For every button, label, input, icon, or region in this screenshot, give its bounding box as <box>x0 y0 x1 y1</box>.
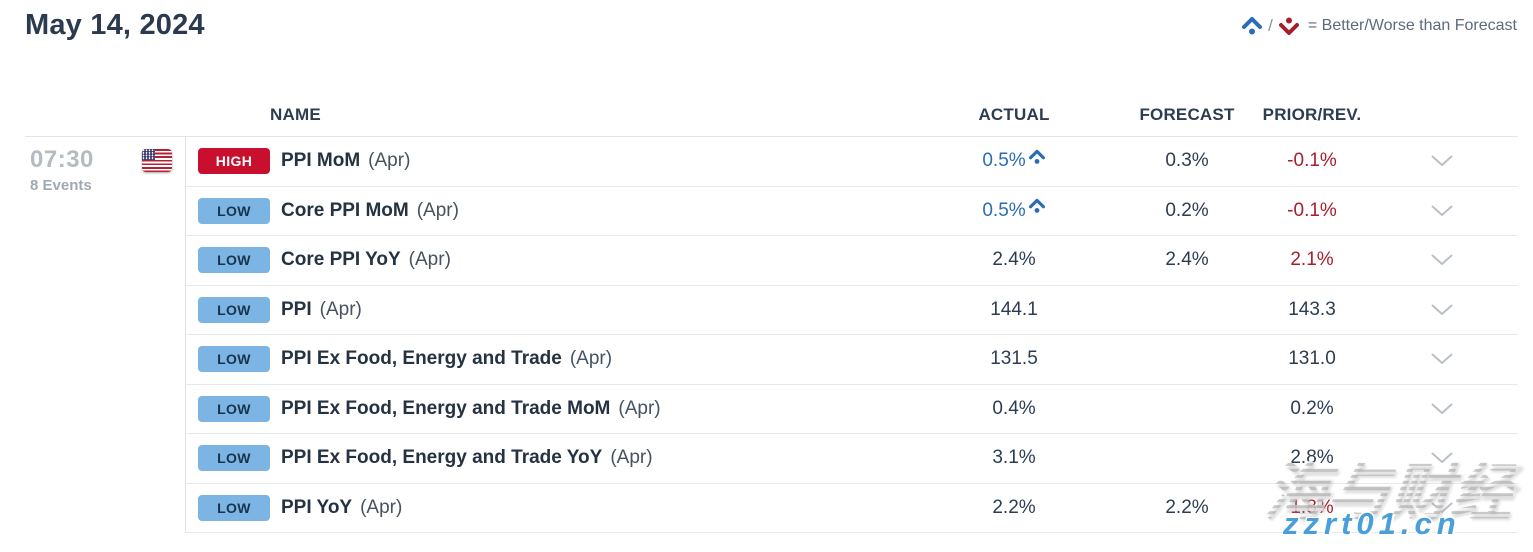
event-name: PPI Ex Food, Energy and Trade MoM <box>281 397 611 419</box>
event-period: (Apr) <box>408 249 451 271</box>
expand-row-button[interactable] <box>1391 403 1518 415</box>
event-name: Core PPI YoY <box>281 249 401 271</box>
impact-badge: LOW <box>198 197 270 224</box>
forecast-legend: / = Better/Worse than Forecast <box>1241 16 1517 36</box>
event-time: 07:30 <box>30 146 94 173</box>
actual-value: 0.4% <box>992 397 1036 419</box>
better-than-forecast-icon <box>1241 16 1263 36</box>
worse-than-forecast-icon <box>1278 16 1300 36</box>
event-period: (Apr) <box>319 298 362 320</box>
event-name: PPI YoY <box>281 496 353 518</box>
legend-separator: / <box>1268 16 1273 35</box>
impact-badge: LOW <box>198 445 270 472</box>
forecast-value: 2.2% <box>1165 496 1209 518</box>
better-than-forecast-icon <box>1028 198 1046 220</box>
chevron-down-icon <box>1431 155 1453 167</box>
prior-value: 1.8% <box>1290 496 1334 518</box>
event-name: PPI MoM <box>281 150 361 172</box>
impact-badge: LOW <box>198 494 270 521</box>
chevron-down-icon <box>1431 452 1453 464</box>
expand-row-button[interactable] <box>1391 205 1518 217</box>
table-header-row: NAME ACTUAL FORECAST PRIOR/REV. <box>25 93 1518 137</box>
event-rows: HIGH PPI MoM (Apr) 0.5% 0.3% -0.1% LOW Co… <box>186 137 1518 533</box>
event-row[interactable]: LOW PPI (Apr) 144.1 143.3 <box>186 285 1518 335</box>
column-header-prior: PRIOR/REV. <box>1262 104 1362 124</box>
forecast-value: 0.2% <box>1165 199 1209 221</box>
prior-value: 2.8% <box>1290 447 1334 469</box>
prior-value: 131.0 <box>1288 348 1336 370</box>
better-than-forecast-icon <box>1028 149 1046 171</box>
impact-badge: LOW <box>198 395 270 422</box>
column-header-forecast: FORECAST <box>1139 104 1235 124</box>
forecast-value: 0.3% <box>1165 150 1209 172</box>
prior-value: 2.1% <box>1290 249 1334 271</box>
event-row[interactable]: HIGH PPI MoM (Apr) 0.5% 0.3% -0.1% <box>186 137 1518 187</box>
event-row[interactable]: LOW PPI Ex Food, Energy and Trade MoM (Ap… <box>186 384 1518 434</box>
expand-row-button[interactable] <box>1391 353 1518 365</box>
us-flag-icon <box>142 149 172 172</box>
expand-row-button[interactable] <box>1391 502 1518 514</box>
chevron-down-icon <box>1431 403 1453 415</box>
actual-value: 131.5 <box>990 348 1038 370</box>
actual-value: 144.1 <box>990 298 1038 320</box>
chevron-down-icon <box>1431 254 1453 266</box>
actual-value: 0.5% <box>927 149 1101 172</box>
time-group-column: 07:30 8 Events <box>25 137 186 533</box>
expand-row-button[interactable] <box>1391 452 1518 464</box>
event-period: (Apr) <box>416 199 459 221</box>
event-row[interactable]: LOW PPI Ex Food, Energy and Trade YoY (Ap… <box>186 434 1518 484</box>
prior-value: 0.2% <box>1290 397 1334 419</box>
event-name: PPI <box>281 298 312 320</box>
event-period: (Apr) <box>618 397 661 419</box>
impact-badge: LOW <box>198 296 270 323</box>
page-title: May 14, 2024 <box>25 9 205 41</box>
impact-badge: LOW <box>198 247 270 274</box>
events-count: 8 Events <box>30 177 92 194</box>
expand-row-button[interactable] <box>1391 304 1518 316</box>
prior-value: 143.3 <box>1288 298 1336 320</box>
economic-calendar-table: NAME ACTUAL FORECAST PRIOR/REV. 07:30 8 … <box>25 93 1518 533</box>
legend-label: = Better/Worse than Forecast <box>1307 17 1517 34</box>
event-name: Core PPI MoM <box>281 199 409 221</box>
column-header-actual: ACTUAL <box>978 104 1050 124</box>
event-row[interactable]: LOW Core PPI MoM (Apr) 0.5% 0.2% -0.1% <box>186 186 1518 236</box>
event-period: (Apr) <box>368 150 411 172</box>
event-period: (Apr) <box>360 496 403 518</box>
event-row[interactable]: LOW PPI YoY (Apr) 2.2% 2.2% 1.8% <box>186 483 1518 533</box>
actual-value: 3.1% <box>992 447 1036 469</box>
event-row[interactable]: LOW PPI Ex Food, Energy and Trade (Apr) 1… <box>186 335 1518 385</box>
event-period: (Apr) <box>610 447 653 469</box>
expand-row-button[interactable] <box>1391 155 1518 167</box>
actual-value: 2.2% <box>992 496 1036 518</box>
prior-value: -0.1% <box>1287 150 1337 172</box>
chevron-down-icon <box>1431 502 1453 514</box>
event-row[interactable]: LOW Core PPI YoY (Apr) 2.4% 2.4% 2.1% <box>186 236 1518 286</box>
expand-row-button[interactable] <box>1391 254 1518 266</box>
actual-value: 2.4% <box>992 249 1036 271</box>
chevron-down-icon <box>1431 205 1453 217</box>
chevron-down-icon <box>1431 304 1453 316</box>
prior-value: -0.1% <box>1287 199 1337 221</box>
event-period: (Apr) <box>569 348 613 370</box>
chevron-down-icon <box>1431 353 1453 365</box>
forecast-value: 2.4% <box>1165 249 1209 271</box>
impact-badge: HIGH <box>198 148 270 175</box>
impact-badge: LOW <box>198 346 270 373</box>
actual-value: 0.5% <box>927 198 1101 222</box>
event-name: PPI Ex Food, Energy and Trade YoY <box>281 447 603 469</box>
column-header-name: NAME <box>270 104 321 124</box>
event-name: PPI Ex Food, Energy and Trade <box>281 348 562 370</box>
